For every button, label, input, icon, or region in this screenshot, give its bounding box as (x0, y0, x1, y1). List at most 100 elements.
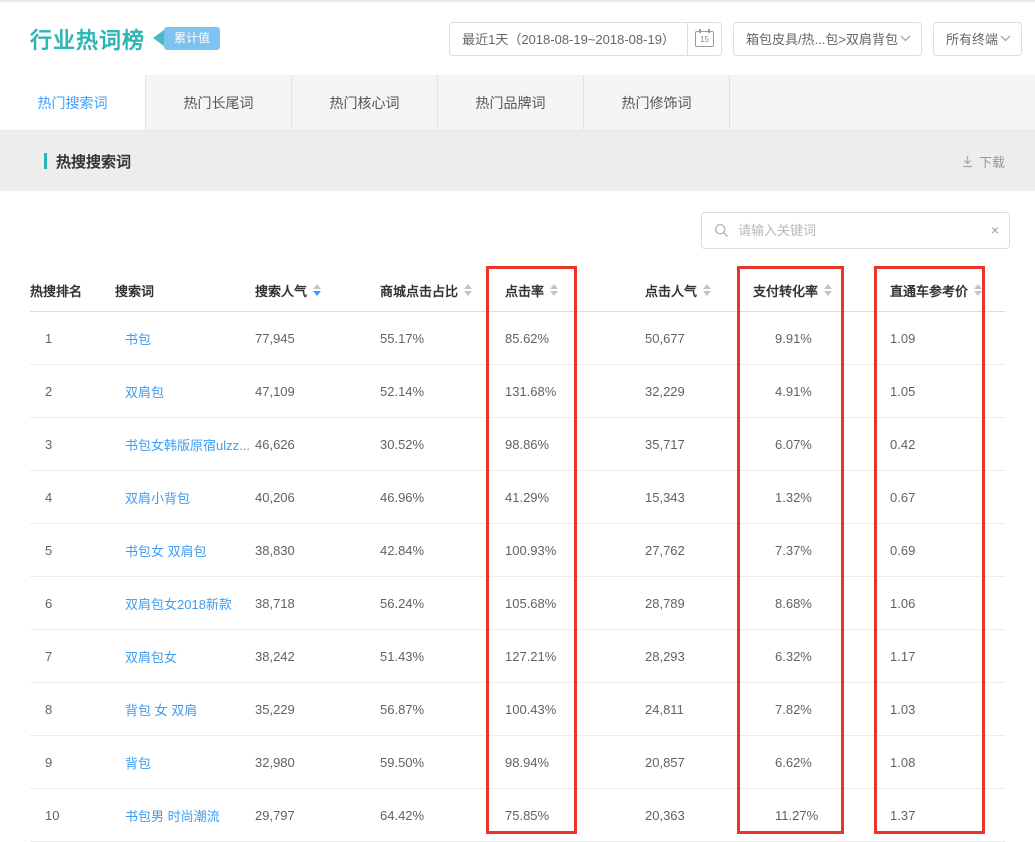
keyword-link[interactable]: 书包男 时尚潮流 (125, 808, 220, 824)
clear-icon[interactable]: × (990, 222, 999, 238)
cell-value: 46.96% (380, 489, 425, 505)
keyword-link[interactable]: 双肩小背包 (125, 490, 191, 506)
column-header-ctr[interactable]: 点击率 (505, 281, 645, 300)
cell-value: 7 (45, 648, 53, 664)
section-title-wrap: 热搜搜索词 (44, 151, 131, 172)
keyword-link[interactable]: 背包 (125, 755, 152, 771)
column-header-label: 点击率 (505, 283, 545, 299)
cell-value: 0.69 (890, 542, 916, 558)
section-accent-bar (44, 153, 47, 169)
keyword-link[interactable]: 书包女韩版原宿ulzz... (125, 437, 250, 453)
chevron-down-icon (900, 35, 911, 42)
cell-value: 3 (45, 436, 53, 452)
tab-modifier-words[interactable]: 热门修饰词 (584, 75, 730, 130)
cell-keyword: 双肩包女 (115, 647, 255, 666)
page-title: 行业热词榜 (30, 27, 146, 53)
cell-ctr: 41.29% (505, 490, 645, 505)
column-header-mall-click[interactable]: 商城点击占比 (380, 281, 505, 300)
cell-value: 7.82% (775, 701, 812, 717)
cell-value: 127.21% (505, 648, 557, 664)
column-header-rank: 热搜排名 (30, 281, 115, 300)
tab-core-words[interactable]: 热门核心词 (292, 75, 438, 130)
cell-value: 1.32% (775, 489, 812, 505)
cell-ztc-price: 1.08 (890, 755, 1005, 770)
keyword-link[interactable]: 双肩包 (125, 384, 165, 400)
cumulative-badge: 累计值 (153, 27, 221, 50)
cell-value: 15,343 (645, 489, 685, 505)
cell-value: 51.43% (380, 648, 425, 664)
keyword-link[interactable]: 书包 (125, 331, 152, 347)
cell-ztc-price: 1.09 (890, 331, 1005, 346)
cell-keyword: 书包男 时尚潮流 (115, 806, 255, 825)
date-range-button[interactable]: 最近1天（2018-08-19~2018-08-19） 15 (449, 21, 722, 56)
cell-mall-click: 52.14% (380, 384, 505, 399)
cell-ctr: 85.62% (505, 331, 645, 346)
cell-click-pop: 20,857 (645, 755, 775, 770)
column-header-label: 搜索人气 (255, 283, 308, 299)
cell-mall-click: 64.42% (380, 808, 505, 823)
cell-rank: 6 (30, 596, 115, 611)
cell-value: 42.84% (380, 542, 425, 558)
cell-value: 24,811 (645, 701, 684, 717)
keyword-link[interactable]: 书包女 双肩包 (125, 543, 207, 559)
section-band: 热搜搜索词 下载 (0, 131, 1035, 191)
cell-ztc-price: 1.03 (890, 702, 1005, 717)
cell-keyword: 书包女韩版原宿ulzz... (115, 435, 255, 454)
cell-mall-click: 56.87% (380, 702, 505, 717)
cell-click-pop: 27,762 (645, 543, 775, 558)
cell-keyword: 背包 (115, 753, 255, 772)
sort-carets-icon (703, 284, 712, 296)
column-header-click-pop[interactable]: 点击人气 (645, 281, 775, 300)
category-select-button[interactable]: 箱包皮具/热...包>双肩背包 (732, 21, 922, 56)
table-header-row: 热搜排名 搜索词 搜索人气 商城点击占比 点击率 点击人气 支付转化率 直通车参考价 (30, 269, 1005, 312)
cell-pay-conv: 8.68% (775, 596, 890, 611)
cell-value: 41.29% (505, 489, 550, 505)
cell-ctr: 100.43% (505, 702, 645, 717)
cell-value: 9.91% (775, 330, 812, 346)
tab-long-tail-words[interactable]: 热门长尾词 (146, 75, 292, 130)
cell-value: 29,797 (255, 807, 295, 823)
date-range-label: 最近1天（2018-08-19~2018-08-19） (462, 32, 675, 47)
cell-value: 100.43% (505, 701, 557, 717)
keyword-search-input[interactable] (701, 212, 1010, 249)
tab-hot-search-words[interactable]: 热门搜索词 (0, 75, 146, 130)
calendar-icon-button[interactable]: 15 (686, 22, 721, 55)
cell-ctr: 127.21% (505, 649, 645, 664)
cell-keyword: 书包 (115, 329, 255, 348)
table-row: 3 书包女韩版原宿ulzz... 46,626 30.52% 98.86% 35,717 6… (30, 418, 1005, 471)
cell-value: 1.03 (890, 701, 916, 717)
keyword-link[interactable]: 双肩包女 (125, 649, 178, 665)
column-header-label: 点击人气 (645, 283, 698, 299)
search-icon (714, 223, 728, 237)
cell-value: 56.87% (380, 701, 425, 717)
content: × 热搜排名 搜索词 搜索人气 商城点击占比 点击率 点击人气 支付转化率 直通车参考价 1 书… (0, 191, 1035, 842)
column-header-keyword: 搜索词 (115, 281, 255, 300)
cell-click-pop: 28,789 (645, 596, 775, 611)
cell-pay-conv: 4.91% (775, 384, 890, 399)
sort-carets-icon (824, 284, 833, 296)
cell-value: 38,718 (255, 595, 295, 611)
cell-search-pop: 32,980 (255, 755, 380, 770)
cell-ztc-price: 0.67 (890, 490, 1005, 505)
tab-brand-words[interactable]: 热门品牌词 (438, 75, 584, 130)
header-controls: 最近1天（2018-08-19~2018-08-19） 15 箱包皮具/热...… (449, 21, 1022, 56)
cell-value: 9 (45, 754, 53, 770)
cell-search-pop: 29,797 (255, 808, 380, 823)
cell-click-pop: 20,363 (645, 808, 775, 823)
keyword-link[interactable]: 背包 女 双肩 (125, 702, 198, 718)
column-header-search-pop[interactable]: 搜索人气 (255, 281, 380, 300)
column-header-label: 支付转化率 (753, 283, 819, 299)
terminal-select-button[interactable]: 所有终端 (932, 21, 1022, 56)
download-button[interactable]: 下载 (961, 152, 1005, 171)
cell-mall-click: 42.84% (380, 543, 505, 558)
cell-value: 75.85% (505, 807, 550, 823)
hot-words-table: 热搜排名 搜索词 搜索人气 商城点击占比 点击率 点击人气 支付转化率 直通车参考价 1 书包 7… (30, 269, 1005, 842)
cell-value: 28,789 (645, 595, 685, 611)
table-row: 10 书包男 时尚潮流 29,797 64.42% 75.85% 20,363 11.27%… (30, 789, 1005, 842)
cell-value: 50,677 (645, 330, 685, 346)
cell-value: 47,109 (255, 383, 295, 399)
cell-value: 5 (45, 542, 53, 558)
keyword-link[interactable]: 双肩包女2018新款 (125, 596, 232, 612)
column-header-ztc-price[interactable]: 直通车参考价 (890, 281, 1005, 300)
column-header-pay-conv[interactable]: 支付转化率 (753, 281, 868, 300)
